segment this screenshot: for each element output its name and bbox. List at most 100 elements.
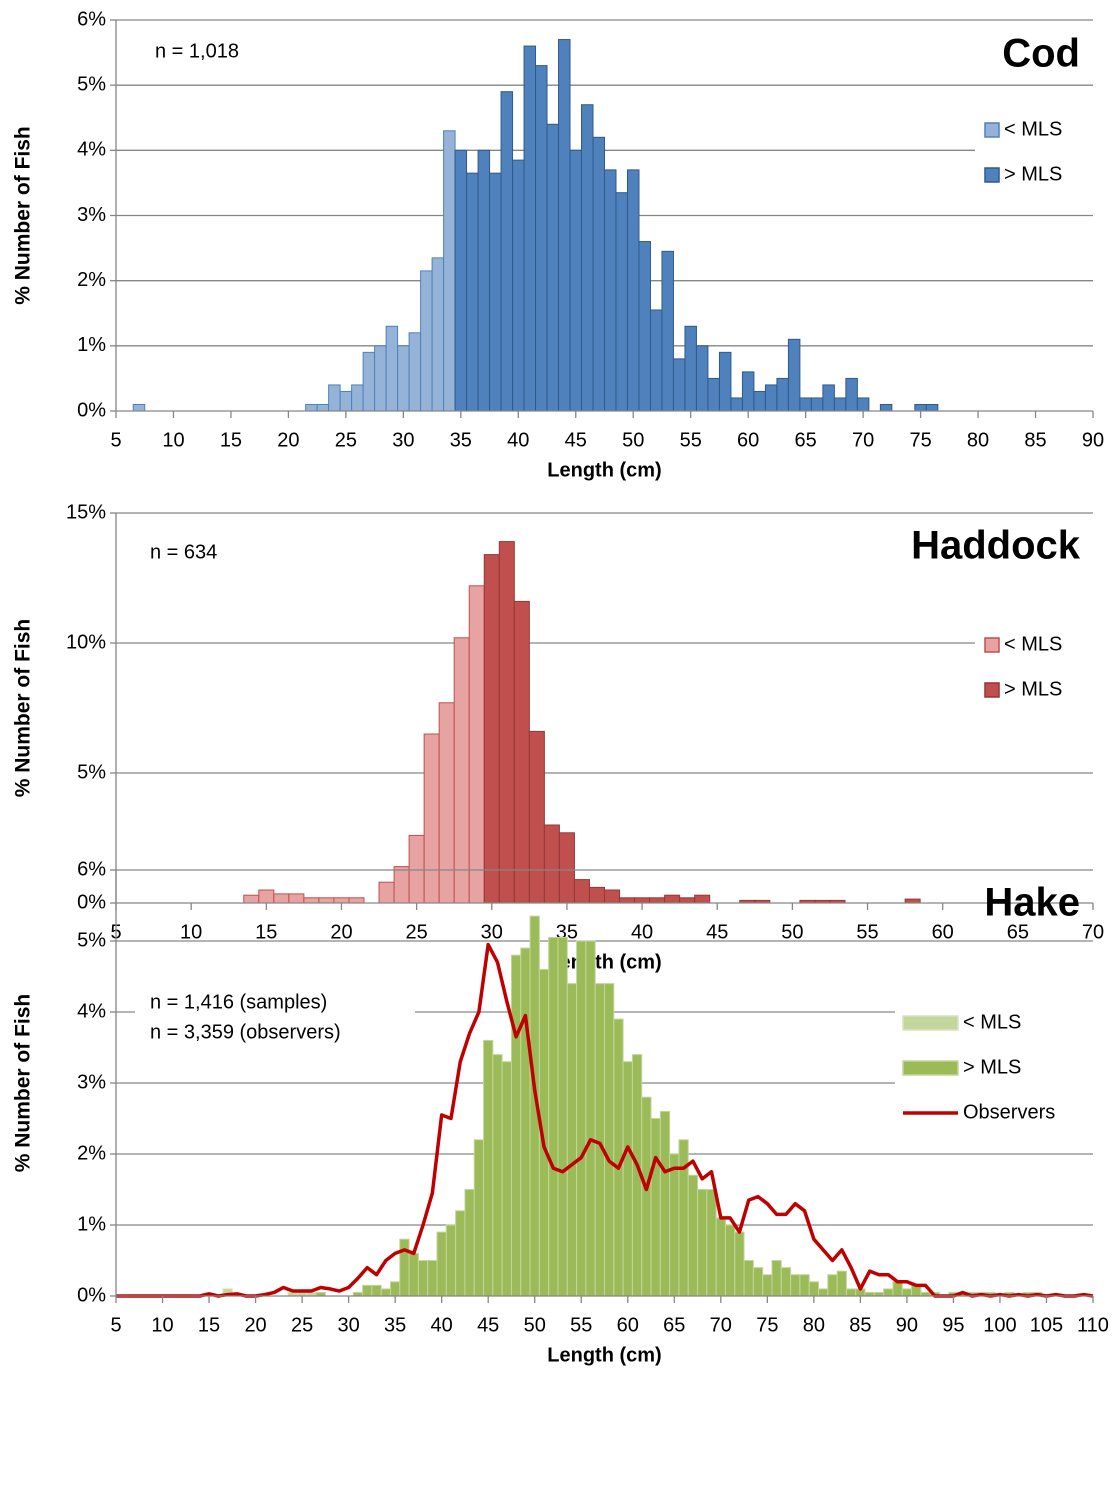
bar — [535, 65, 548, 412]
bar — [734, 1231, 745, 1297]
y-tick-label: 0% — [77, 891, 106, 913]
bar — [333, 897, 350, 904]
x-axis-label: Length (cm) — [547, 1344, 661, 1366]
bar — [914, 403, 927, 412]
line — [116, 942, 1094, 1298]
x-tick-label: 30 — [481, 921, 503, 943]
bar — [558, 39, 571, 412]
bar — [557, 936, 568, 1297]
bar — [790, 1274, 801, 1297]
x-tick-label: 70 — [710, 1314, 732, 1336]
y-tick-label: 10% — [66, 631, 106, 653]
bar — [436, 1231, 447, 1297]
x-tick-label: 60 — [737, 429, 759, 451]
y-tick-label: 3% — [77, 1071, 106, 1093]
bar — [715, 1217, 726, 1297]
legend-label: < MLS — [963, 1011, 1021, 1033]
y-tick-label: 1% — [77, 1213, 106, 1235]
bar — [385, 325, 399, 412]
bar — [780, 1267, 792, 1297]
bar — [822, 384, 835, 412]
x-tick-label: 15 — [220, 429, 242, 451]
bar — [423, 733, 440, 904]
bar — [454, 149, 468, 412]
bar — [443, 130, 456, 412]
bar — [879, 403, 893, 412]
bar — [650, 1118, 661, 1297]
bar — [569, 149, 583, 412]
bar — [464, 1189, 475, 1297]
bar — [500, 91, 514, 412]
x-tick-label: 15 — [198, 1314, 220, 1336]
bar — [380, 1288, 391, 1297]
x-tick-label: 5 — [110, 429, 121, 451]
bar — [438, 702, 455, 904]
bar — [764, 384, 778, 412]
x-tick-label: 95 — [942, 1314, 964, 1336]
annotation: n = 634 — [150, 541, 217, 563]
bar — [799, 397, 812, 412]
x-tick-label: 25 — [335, 429, 357, 451]
annotation-box — [135, 988, 415, 1048]
x-tick-label: 45 — [706, 921, 728, 943]
x-tick-label: 25 — [291, 1314, 313, 1336]
bar — [604, 169, 617, 412]
x-tick-label: 10 — [180, 921, 202, 943]
bar — [132, 403, 146, 412]
bar — [408, 834, 425, 904]
x-tick-label: 85 — [849, 1314, 871, 1336]
bar — [501, 1061, 512, 1297]
bar — [626, 169, 640, 412]
bar — [427, 1260, 438, 1297]
bar — [408, 332, 422, 412]
x-tick-label: 40 — [431, 1314, 453, 1336]
x-tick-label: 20 — [244, 1314, 266, 1336]
bar — [925, 403, 939, 412]
bar — [351, 384, 364, 412]
x-tick-label: 55 — [570, 1314, 592, 1336]
bar — [362, 351, 376, 412]
bar — [581, 104, 594, 412]
x-tick-label: 25 — [405, 921, 427, 943]
x-tick-label: 35 — [450, 429, 472, 451]
legend-label: > MLS — [1004, 163, 1062, 185]
bar — [498, 541, 515, 904]
bar — [483, 1039, 494, 1297]
y-tick-label: 0% — [77, 1284, 106, 1306]
bar — [669, 1153, 680, 1297]
bar — [679, 897, 696, 904]
legend-label: < MLS — [1004, 118, 1062, 140]
bar — [445, 1224, 457, 1297]
x-tick-label: 75 — [756, 1314, 778, 1336]
bar — [706, 1189, 717, 1297]
y-axis-label: % Number of Fish — [12, 994, 35, 1173]
bar — [585, 940, 596, 1297]
bar — [492, 1054, 503, 1297]
bar — [592, 136, 605, 412]
bar — [318, 897, 335, 904]
bar — [619, 897, 636, 904]
y-tick-label: 4% — [77, 1000, 106, 1022]
bar — [348, 897, 365, 904]
x-tick-label: 45 — [565, 429, 587, 451]
bar — [695, 345, 709, 412]
x-tick-label: 65 — [663, 1314, 685, 1336]
x-tick-label: 60 — [617, 1314, 639, 1336]
chart-title: Hake — [984, 881, 1080, 925]
bar — [845, 377, 858, 412]
bar — [303, 897, 320, 904]
bar — [659, 1110, 671, 1297]
bar — [730, 397, 743, 412]
bar — [328, 384, 341, 412]
y-tick-label: 15% — [66, 501, 106, 523]
bar — [810, 397, 824, 412]
bar — [453, 637, 470, 904]
x-tick-label: 30 — [392, 429, 414, 451]
bar — [473, 1139, 485, 1297]
x-axis-label: Length (cm) — [547, 951, 661, 973]
x-tick-label: 110 — [1077, 1314, 1109, 1336]
bar — [408, 1252, 419, 1297]
annotation: n = 1,018 — [155, 40, 239, 62]
bar — [489, 172, 502, 412]
